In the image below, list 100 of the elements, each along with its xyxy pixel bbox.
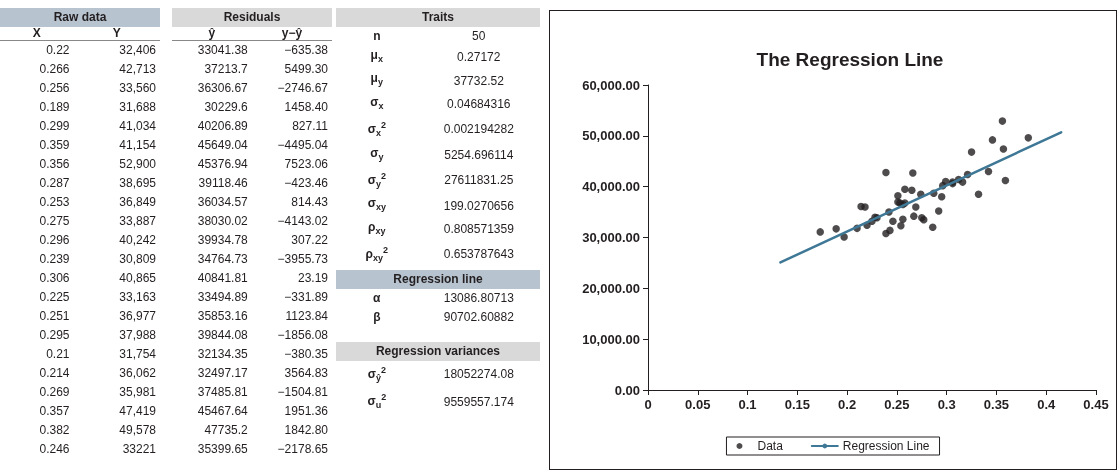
- category-label: Y: [73, 26, 160, 41]
- x-tick-label: 0.4: [1037, 397, 1057, 412]
- text: 31,688: [119, 100, 156, 114]
- text: 0.21: [46, 347, 70, 361]
- text: 3564.83: [284, 366, 328, 380]
- text: 39844.08: [197, 328, 248, 342]
- text: 0.382: [39, 423, 70, 437]
- text: 33041.38: [197, 43, 248, 57]
- text: 30,809: [119, 252, 156, 266]
- x-tick-label: 0.45: [1083, 397, 1109, 412]
- y-tick-label: 0.00: [614, 382, 640, 398]
- category-label: X: [0, 26, 74, 41]
- text: 45376.94: [197, 157, 248, 171]
- text: 0.239: [39, 252, 70, 266]
- text: 0.808571359: [443, 221, 514, 236]
- text: 35853.16: [197, 309, 248, 323]
- text: 36306.67: [197, 81, 248, 95]
- text: 40,865: [119, 271, 156, 285]
- text: 33,887: [119, 214, 156, 228]
- text: β: [373, 310, 381, 324]
- text: −1856.08: [277, 328, 328, 342]
- text: 45649.04: [197, 138, 248, 152]
- text: 0.653787643: [443, 247, 514, 262]
- y-tick-label: 60,000.00: [582, 77, 640, 93]
- text: σ$_{y}$: [370, 145, 384, 162]
- text: Regression line: [336, 270, 540, 289]
- text: 90702.60882: [443, 310, 514, 324]
- text: 33494.89: [197, 290, 248, 304]
- text: 0.275: [39, 214, 70, 228]
- text: n: [373, 29, 381, 43]
- text: −331.89: [284, 290, 328, 304]
- text: 0.189: [39, 100, 70, 114]
- y-tick-label: 30,000.00: [582, 230, 640, 245]
- text: 38,695: [119, 176, 156, 190]
- text: 0.253: [39, 195, 70, 209]
- x-tick-label: 0.1: [738, 397, 757, 412]
- text: 39118.46: [198, 176, 248, 190]
- legend-label: Data: [757, 439, 784, 453]
- x-tick-label: 0: [644, 397, 652, 412]
- text: 36034.57: [197, 195, 248, 209]
- y-tick-label: 20,000.00: [582, 280, 640, 296]
- text: −4143.02: [277, 214, 328, 228]
- text: 36,977: [119, 309, 156, 323]
- text: 33,163: [119, 290, 156, 304]
- text: 37485.81: [197, 385, 248, 399]
- text: 814.43: [291, 195, 328, 209]
- text: 13086.80713: [443, 291, 514, 305]
- text: 45467.64: [197, 404, 248, 418]
- text: 307.22: [291, 233, 328, 247]
- text: 50: [472, 29, 486, 43]
- text: 0.296: [39, 233, 70, 247]
- text: 7523.06: [284, 157, 328, 171]
- text: 40841.81: [197, 271, 248, 285]
- text: 52,900: [119, 157, 156, 171]
- text: 37213.7: [204, 62, 248, 76]
- text: 0.269: [39, 385, 70, 399]
- text: 42,713: [119, 62, 156, 76]
- text: 32497.17: [197, 366, 248, 380]
- text: 0.246: [39, 442, 70, 456]
- text: 1123.84: [285, 309, 328, 323]
- text: −1504.81: [277, 385, 328, 399]
- text: 0.225: [39, 290, 70, 304]
- text: −380.35: [284, 347, 328, 361]
- y-tick-label: 10,000.00: [582, 331, 640, 347]
- text: ρ$_{xy}$: [368, 219, 386, 237]
- text: 41,034: [119, 119, 156, 133]
- text: Traits: [336, 8, 540, 27]
- x-tick-label: 0.3: [937, 397, 956, 412]
- text: 30229.6: [204, 100, 248, 114]
- text: −4495.04: [277, 138, 328, 152]
- text: −2178.65: [277, 442, 328, 456]
- text: 40206.89: [197, 119, 248, 133]
- text: 199.0270656: [443, 198, 514, 213]
- text: 0.299: [39, 119, 70, 133]
- text: 27611831.25: [444, 173, 514, 188]
- text: 33,560: [119, 81, 156, 95]
- text: 1951.36: [284, 404, 328, 418]
- text: 0.214: [39, 366, 70, 380]
- y-tick-label: 50,000.00: [582, 128, 640, 144]
- text: 41,154: [119, 138, 156, 152]
- text: μ$_{y}$: [370, 71, 383, 88]
- text: Raw data: [0, 8, 160, 27]
- text: 9559557.174: [443, 394, 514, 409]
- text: 0.356: [39, 157, 70, 171]
- text: Residuals: [172, 8, 332, 27]
- text: −3955.73: [277, 252, 328, 266]
- x-tick-label: 0.25: [884, 397, 910, 412]
- category-label: ŷ: [172, 26, 252, 41]
- text: 47735.2: [204, 423, 248, 437]
- text: 0.295: [39, 328, 70, 342]
- text: σ$_{x}$: [370, 94, 384, 112]
- text: σ$_{xy}$: [367, 196, 386, 213]
- text: μ$_{x}$: [370, 48, 383, 65]
- text: 0.002194282: [443, 122, 514, 137]
- text: 0.04684316: [447, 96, 511, 111]
- text: 5499.30: [284, 62, 328, 76]
- text: 0.287: [39, 176, 70, 190]
- text: −2746.67: [277, 81, 328, 95]
- text: 0.22: [46, 43, 70, 57]
- text: 32134.35: [197, 347, 248, 361]
